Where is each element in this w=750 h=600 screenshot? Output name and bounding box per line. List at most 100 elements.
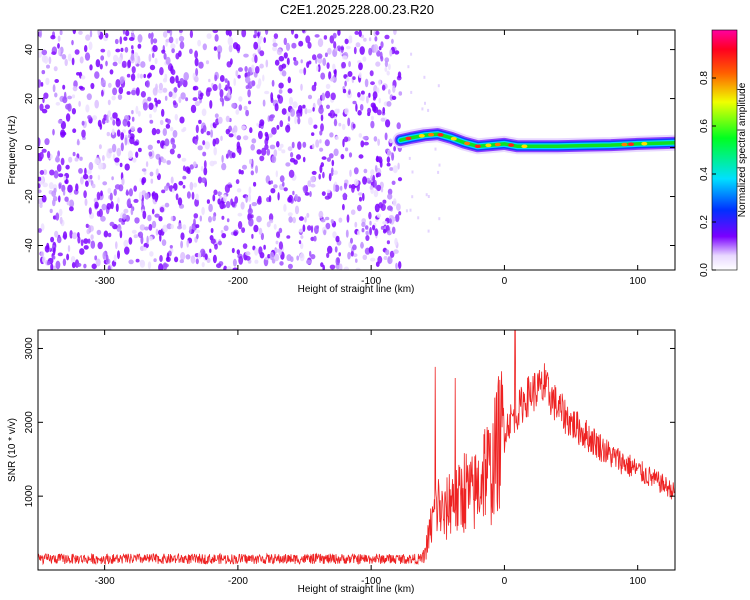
noise-blob xyxy=(139,245,145,252)
noise-blob xyxy=(324,139,330,147)
noise-blob xyxy=(100,215,106,222)
noise-blob xyxy=(325,83,331,89)
noise-blob xyxy=(135,151,139,158)
noise-blob xyxy=(42,96,45,104)
noise-blob xyxy=(57,119,63,124)
noise-blob xyxy=(330,219,334,224)
noise-blob xyxy=(243,135,249,141)
noise-blob xyxy=(77,138,80,146)
noise-blob xyxy=(238,67,243,72)
noise-blob xyxy=(197,251,202,259)
noise-blob xyxy=(293,57,297,61)
noise-blob xyxy=(226,218,230,223)
noise-blob xyxy=(238,96,243,102)
noise-blob xyxy=(282,181,285,187)
noise-blob xyxy=(265,59,269,68)
noise-blob xyxy=(200,248,206,257)
noise-blob xyxy=(38,137,41,147)
noise-blob xyxy=(86,169,92,175)
noise-speck xyxy=(438,217,441,221)
noise-speck xyxy=(423,75,426,79)
noise-blob xyxy=(337,108,340,114)
noise-blob xyxy=(223,265,228,270)
noise-blob xyxy=(161,108,165,117)
noise-blob xyxy=(328,71,332,80)
noise-blob xyxy=(326,104,330,110)
noise-blob xyxy=(348,61,351,68)
noise-blob xyxy=(205,60,210,65)
noise-blob xyxy=(384,60,388,68)
snr-y-label: SNR (10 * v/v) xyxy=(7,418,18,482)
x-tick-label: -300 xyxy=(95,576,115,587)
noise-blob xyxy=(142,102,148,111)
noise-blob xyxy=(112,112,118,119)
noise-blob xyxy=(40,251,45,258)
noise-blob xyxy=(121,60,127,68)
noise-blob xyxy=(316,53,323,59)
noise-blob xyxy=(333,170,338,175)
noise-blob xyxy=(125,189,129,196)
noise-blob xyxy=(192,97,198,102)
noise-blob xyxy=(266,148,271,156)
noise-blob xyxy=(44,245,50,253)
noise-blob xyxy=(328,153,334,159)
noise-blob xyxy=(42,182,48,188)
noise-blob xyxy=(116,129,121,137)
noise-blob xyxy=(99,123,103,130)
noise-blob xyxy=(114,184,121,190)
noise-blob xyxy=(38,30,43,38)
noise-blob xyxy=(269,251,275,261)
noise-blob xyxy=(249,158,252,165)
noise-blob xyxy=(213,189,218,196)
noise-blob xyxy=(373,136,378,142)
noise-blob xyxy=(189,164,194,170)
noise-blob xyxy=(258,130,263,140)
noise-blob xyxy=(334,70,337,78)
noise-blob xyxy=(78,100,81,107)
noise-blob xyxy=(392,165,398,174)
noise-blob xyxy=(379,160,383,168)
noise-blob xyxy=(311,132,315,137)
noise-blob xyxy=(309,250,312,257)
noise-blob xyxy=(53,66,58,72)
noise-blob xyxy=(338,122,342,127)
x-tick-label: 0 xyxy=(502,276,508,287)
noise-blob xyxy=(369,227,372,236)
noise-blob xyxy=(326,252,330,258)
noise-blob xyxy=(141,177,147,184)
noise-blob xyxy=(368,246,374,254)
noise-blob xyxy=(272,37,277,44)
noise-blob xyxy=(345,147,349,152)
noise-blob xyxy=(232,267,238,270)
noise-blob xyxy=(118,218,123,223)
noise-blob xyxy=(89,30,93,38)
noise-blob xyxy=(314,34,320,38)
noise-blob xyxy=(113,254,117,263)
noise-blob xyxy=(334,47,338,52)
noise-blob xyxy=(310,176,315,183)
noise-blob xyxy=(344,80,347,87)
noise-blob xyxy=(343,181,348,190)
noise-blob xyxy=(274,103,279,112)
noise-blob xyxy=(154,213,160,218)
noise-blob xyxy=(95,59,101,68)
noise-blob xyxy=(221,215,225,220)
noise-blob xyxy=(302,156,306,163)
noise-blob xyxy=(319,130,323,136)
colorbar-tick-label: 0.8 xyxy=(699,71,710,85)
noise-blob xyxy=(89,174,93,180)
noise-blob xyxy=(286,254,292,262)
noise-blob xyxy=(105,32,109,39)
noise-speck xyxy=(410,52,413,56)
noise-blob xyxy=(119,230,123,239)
noise-blob xyxy=(277,94,281,99)
noise-blob xyxy=(290,152,294,158)
noise-blob xyxy=(256,198,262,205)
noise-blob xyxy=(310,225,314,233)
noise-blob xyxy=(276,124,280,130)
noise-blob xyxy=(270,92,274,101)
noise-blob xyxy=(90,234,94,240)
noise-blob xyxy=(293,60,299,66)
noise-blob xyxy=(38,176,42,182)
noise-blob xyxy=(91,263,97,270)
